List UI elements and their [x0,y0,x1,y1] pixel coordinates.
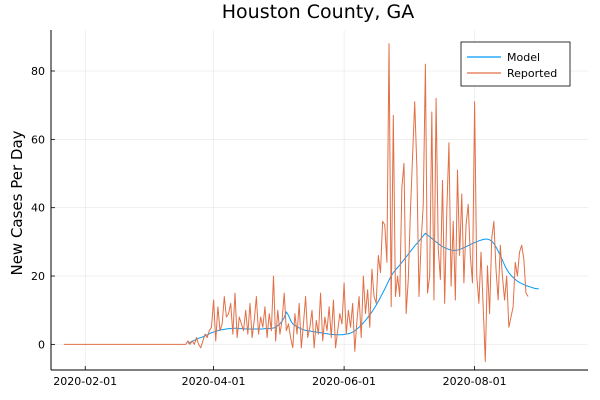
tick-labels: 0 20 40 60 80 2020-02-01 2020-04-01 2020-06-01 2… [31,65,507,388]
y-tick-label: 0 [38,338,45,351]
x-tick-label: 2020-02-01 [53,375,117,388]
series-line-reported [63,43,529,362]
x-tick-label: 2020-04-01 [182,375,246,388]
y-tick-label: 20 [31,270,45,283]
legend: Model Reported [460,41,571,87]
chart-title: Houston County, GA [222,1,414,23]
series-layer [63,43,539,362]
x-tick-label: 2020-06-01 [312,375,376,388]
y-tick-label: 80 [31,65,45,78]
x-tick-label: 2020-08-01 [443,375,507,388]
series-line-model [187,232,539,344]
legend-label-model: Model [507,51,540,64]
legend-label-reported: Reported [507,67,557,80]
y-axis-label: New Cases Per Day [8,130,26,275]
legend-box [460,41,571,87]
axes [50,30,588,371]
y-tick-label: 60 [31,133,45,146]
y-tick-label: 40 [31,202,45,215]
